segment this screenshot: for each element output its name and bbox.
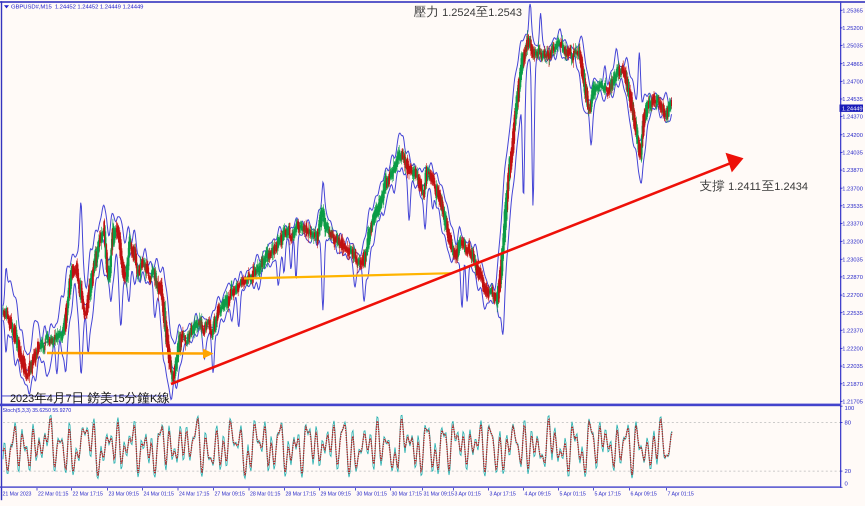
svg-text:15: 15 bbox=[113, 393, 125, 405]
svg-text:1.23535: 1.23535 bbox=[842, 204, 863, 210]
svg-text:28 Mar 17:15: 28 Mar 17:15 bbox=[286, 492, 316, 498]
svg-text:21 Mar 2023: 21 Mar 2023 bbox=[3, 492, 32, 498]
svg-text:7 Apr 01:15: 7 Apr 01:15 bbox=[668, 492, 694, 498]
svg-text:80: 80 bbox=[845, 421, 852, 427]
svg-text:1.24035: 1.24035 bbox=[842, 151, 863, 157]
svg-text:1.21870: 1.21870 bbox=[842, 382, 863, 388]
svg-text:1.22700: 1.22700 bbox=[842, 293, 863, 299]
svg-text:5 Apr 01:15: 5 Apr 01:15 bbox=[560, 492, 586, 498]
svg-text:3 Apr 17:15: 3 Apr 17:15 bbox=[490, 492, 516, 498]
svg-text:27 Mar 09:15: 27 Mar 09:15 bbox=[215, 492, 245, 498]
svg-text:GBPUSD#,M15 1.24452 1.24452 1: GBPUSD#,M15 1.24452 1.24452 1.24449 1.24… bbox=[11, 5, 143, 11]
svg-text:24 Mar 01:15: 24 Mar 01:15 bbox=[144, 492, 174, 498]
svg-text:1.2434: 1.2434 bbox=[774, 181, 808, 193]
svg-text:0: 0 bbox=[845, 481, 849, 487]
svg-text:1.24535: 1.24535 bbox=[842, 97, 863, 103]
svg-text:100: 100 bbox=[845, 406, 856, 412]
svg-text:1.2524: 1.2524 bbox=[442, 7, 476, 19]
svg-text:30 Mar 17:15: 30 Mar 17:15 bbox=[392, 492, 422, 498]
svg-text:30 Mar 01:15: 30 Mar 01:15 bbox=[357, 492, 387, 498]
svg-text:24 Mar 17:15: 24 Mar 17:15 bbox=[179, 492, 209, 498]
svg-text:Stoch(5,3,3) 35.6250 55.9270: Stoch(5,3,3) 35.6250 55.9270 bbox=[3, 408, 72, 414]
svg-text:1.24700: 1.24700 bbox=[842, 80, 863, 86]
svg-text:1.24865: 1.24865 bbox=[842, 62, 863, 68]
svg-text:4 Apr 09:15: 4 Apr 09:15 bbox=[525, 492, 551, 498]
svg-text:1.23870: 1.23870 bbox=[842, 168, 863, 174]
svg-text:1.25035: 1.25035 bbox=[842, 44, 863, 50]
svg-text:7: 7 bbox=[66, 393, 72, 405]
svg-text:4: 4 bbox=[47, 393, 53, 405]
svg-text:2023: 2023 bbox=[10, 393, 34, 405]
svg-text:1.24370: 1.24370 bbox=[842, 115, 863, 121]
svg-text:28 Mar 01:15: 28 Mar 01:15 bbox=[250, 492, 280, 498]
svg-text:1.22870: 1.22870 bbox=[842, 275, 863, 281]
svg-text:1.25200: 1.25200 bbox=[842, 26, 863, 32]
svg-text:3 Apr 01:15: 3 Apr 01:15 bbox=[455, 492, 481, 498]
svg-text:22 Mar 01:15: 22 Mar 01:15 bbox=[38, 492, 68, 498]
svg-text:1.25365: 1.25365 bbox=[842, 8, 863, 14]
svg-text:1.22535: 1.22535 bbox=[842, 311, 863, 317]
svg-text:6 Apr 09:15: 6 Apr 09:15 bbox=[631, 492, 657, 498]
svg-text:29 Mar 09:15: 29 Mar 09:15 bbox=[321, 492, 351, 498]
svg-text:1.22035: 1.22035 bbox=[842, 364, 863, 370]
svg-text:1.2411: 1.2411 bbox=[728, 181, 761, 193]
svg-text:1.24200: 1.24200 bbox=[842, 133, 863, 139]
svg-text:1.23700: 1.23700 bbox=[842, 186, 863, 192]
svg-text:31 Mar 09:15: 31 Mar 09:15 bbox=[424, 492, 454, 498]
svg-text:5 Apr 17:15: 5 Apr 17:15 bbox=[595, 492, 621, 498]
svg-text:1.2543: 1.2543 bbox=[488, 7, 522, 19]
svg-text:1.21705: 1.21705 bbox=[842, 400, 863, 406]
svg-text:1.24449: 1.24449 bbox=[842, 106, 863, 112]
svg-text:K: K bbox=[150, 393, 158, 405]
svg-text:1.23200: 1.23200 bbox=[842, 240, 863, 246]
svg-text:1.23035: 1.23035 bbox=[842, 257, 863, 263]
svg-text:1.23370: 1.23370 bbox=[842, 222, 863, 228]
svg-text:20: 20 bbox=[845, 469, 852, 475]
svg-text:1.22370: 1.22370 bbox=[842, 328, 863, 334]
svg-text:22 Mar 17:15: 22 Mar 17:15 bbox=[73, 492, 103, 498]
svg-text:1.22200: 1.22200 bbox=[842, 347, 863, 353]
svg-text:23 Mar 09:15: 23 Mar 09:15 bbox=[109, 492, 139, 498]
